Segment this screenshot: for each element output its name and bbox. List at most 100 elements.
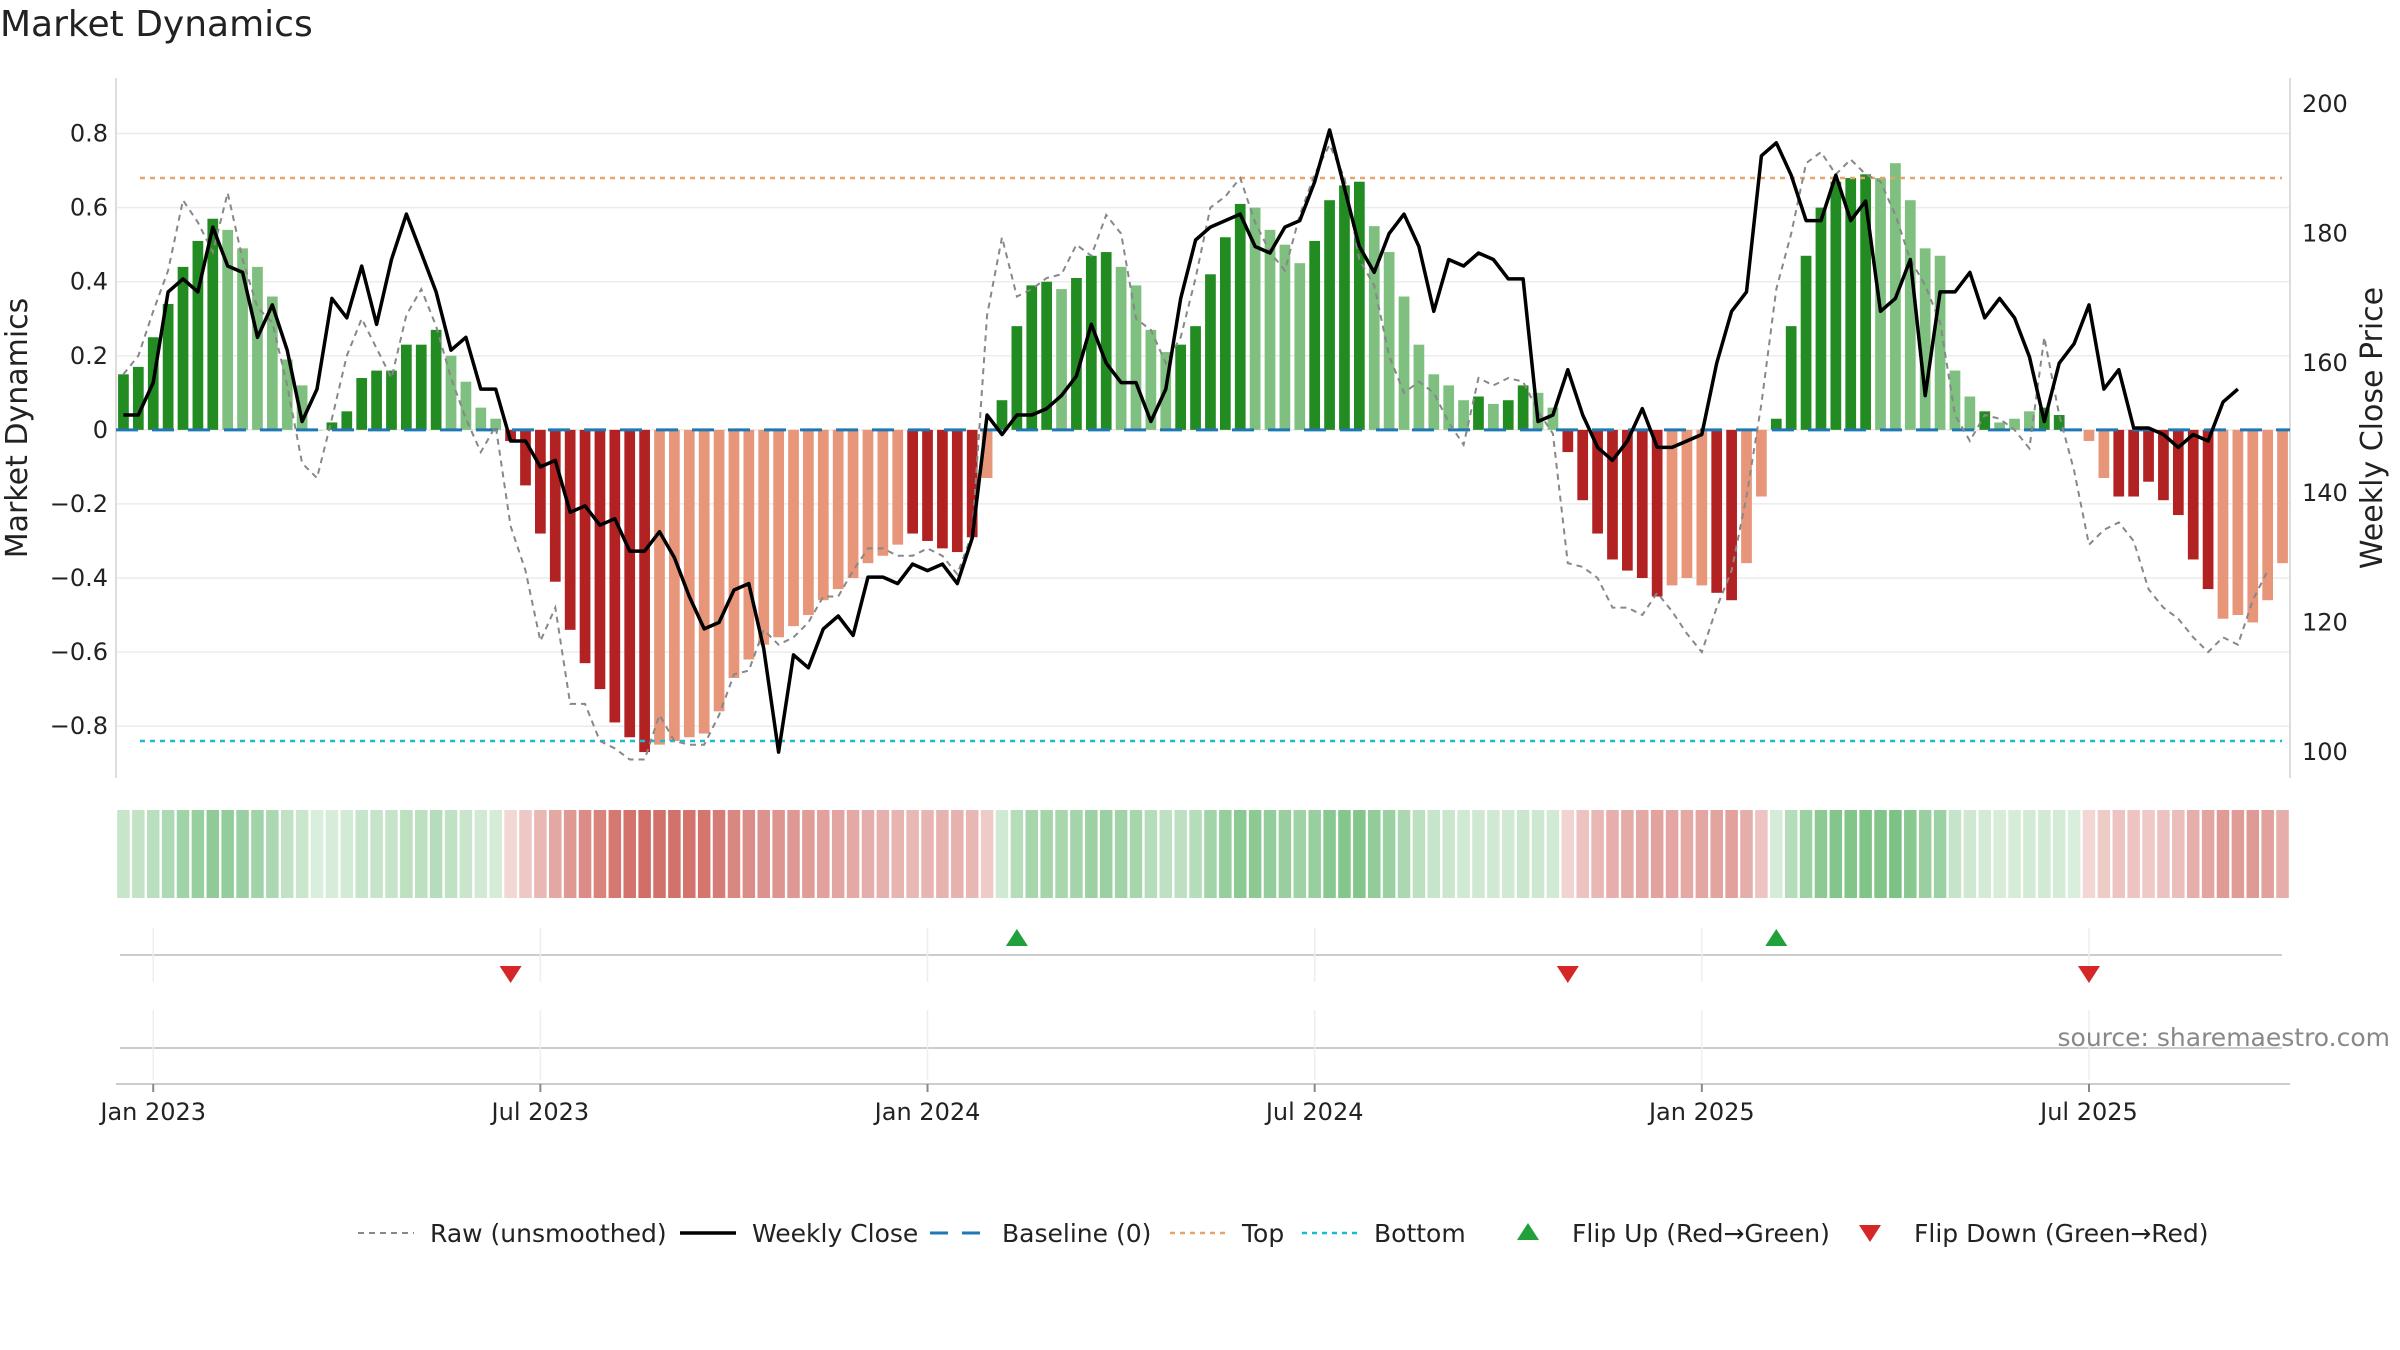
regime-cell <box>697 810 711 898</box>
dynamics-bar <box>1979 411 1991 430</box>
regime-cell <box>921 810 934 898</box>
regime-cell <box>1546 810 1560 898</box>
regime-cell <box>191 810 205 898</box>
regime-cell <box>1636 810 1649 898</box>
dynamics-bar <box>654 429 665 745</box>
dynamics-bar <box>609 429 621 723</box>
regime-cell <box>221 810 234 898</box>
regime-cell <box>1516 810 1530 898</box>
legend-label: Raw (unsmoothed) <box>430 1219 667 1248</box>
regime-cell <box>1159 810 1173 898</box>
regime-cell <box>251 810 264 898</box>
dynamics-bar <box>877 429 889 556</box>
dynamics-bar <box>162 303 174 430</box>
grid-lines <box>116 132 2290 727</box>
dynamics-bar <box>1279 244 1291 430</box>
dynamics-bar <box>1622 429 1633 571</box>
dynamics-bar <box>1949 370 1961 430</box>
dynamics-bar <box>2202 429 2214 590</box>
regime-cell <box>295 810 309 898</box>
y2-tick-label: 140 <box>2302 479 2348 507</box>
dynamics-bar <box>2024 411 2035 430</box>
regime-cell <box>1695 810 1709 898</box>
dynamics-bar <box>2187 429 2199 560</box>
dynamics-bar <box>386 370 397 430</box>
dynamics-bar <box>713 429 725 712</box>
y-axis-title: Market Dynamics <box>0 298 35 559</box>
regime-cell <box>623 810 636 898</box>
dynamics-bar <box>817 429 829 601</box>
x-tick-label: Jan 2023 <box>98 1098 206 1126</box>
regime-cell <box>474 810 488 898</box>
dynamics-bar <box>520 429 531 486</box>
dynamics-bar <box>1413 344 1425 430</box>
regime-cell <box>1755 810 1768 898</box>
dynamics-bar <box>490 418 502 430</box>
dynamics-bar <box>803 429 814 616</box>
dynamics-bar <box>1488 403 1499 430</box>
regime-cell <box>236 810 249 898</box>
regime-cell <box>1233 810 1247 898</box>
regime-cell <box>266 810 279 898</box>
dynamics-bar <box>2083 429 2095 441</box>
regime-cell <box>668 810 681 898</box>
dynamics-bar <box>2158 429 2169 501</box>
weekly-close-line <box>123 128 2240 754</box>
dynamics-bar <box>356 378 368 430</box>
regime-cell <box>1114 810 1128 898</box>
dynamics-bar <box>222 229 234 430</box>
regime-cell <box>1070 810 1083 898</box>
dynamics-bar <box>296 385 308 430</box>
regime-cell <box>742 810 756 898</box>
regime-cell <box>1963 810 1977 898</box>
dynamics-bar <box>1473 396 1484 430</box>
dynamics-bar <box>1547 407 1559 430</box>
dynamics-bar <box>237 248 248 430</box>
regime-cell <box>1918 810 1932 898</box>
dynamics-bar <box>445 355 457 430</box>
dynamics-bar <box>1115 266 1127 430</box>
regime-cell <box>1770 810 1783 898</box>
dynamics-bar <box>1428 374 1440 430</box>
dynamics-bar <box>1860 174 1871 430</box>
legend: Raw (unsmoothed) Weekly Close Baseline (0)… <box>358 1219 2209 1248</box>
regime-cell <box>1442 810 1455 898</box>
dynamics-bar <box>847 429 859 578</box>
regime-cell <box>1680 810 1694 898</box>
dynamics-bar <box>1175 344 1187 430</box>
dynamics-bar <box>2247 429 2259 623</box>
regime-cell <box>340 810 354 898</box>
regime-cell <box>638 810 651 898</box>
dynamics-bar <box>1696 429 1708 586</box>
regime-cell <box>1040 810 1053 898</box>
regime-cell <box>1099 810 1113 898</box>
dynamics-bar <box>1785 326 1797 430</box>
y2-axis-title: Weekly Close Price <box>2355 287 2390 569</box>
x-tick-label: Jul 2025 <box>2038 1098 2138 1126</box>
regime-cell <box>400 810 413 898</box>
regime-cell <box>906 810 919 898</box>
y2-tick-label: 160 <box>2302 349 2348 377</box>
regime-cell <box>2276 810 2289 898</box>
regime-cell <box>1427 810 1441 898</box>
regime-cell <box>980 810 994 898</box>
dynamics-bar <box>1011 326 1023 430</box>
dynamics-bar <box>862 429 874 564</box>
dynamics-bar <box>1249 207 1261 430</box>
y-tick-label: −0.8 <box>50 712 108 740</box>
dynamics-bar <box>966 429 978 538</box>
regime-cell <box>608 810 622 898</box>
regime-cell <box>1904 810 1917 898</box>
regime-cell <box>1844 810 1857 898</box>
regime-cell <box>995 810 1009 898</box>
regime-cell <box>727 810 741 898</box>
flip-down-marker <box>2077 966 2100 983</box>
dynamics-bar <box>758 429 770 645</box>
raw-series-line <box>122 142 2269 761</box>
dynamics-bar <box>1711 429 1723 593</box>
regime-cell <box>1874 810 1887 898</box>
legend-label: Bottom <box>1374 1219 1466 1248</box>
regime-cell <box>2246 810 2260 898</box>
x-tick-label: Jan 2025 <box>1647 1098 1755 1126</box>
dynamics-bar <box>1056 289 1067 430</box>
